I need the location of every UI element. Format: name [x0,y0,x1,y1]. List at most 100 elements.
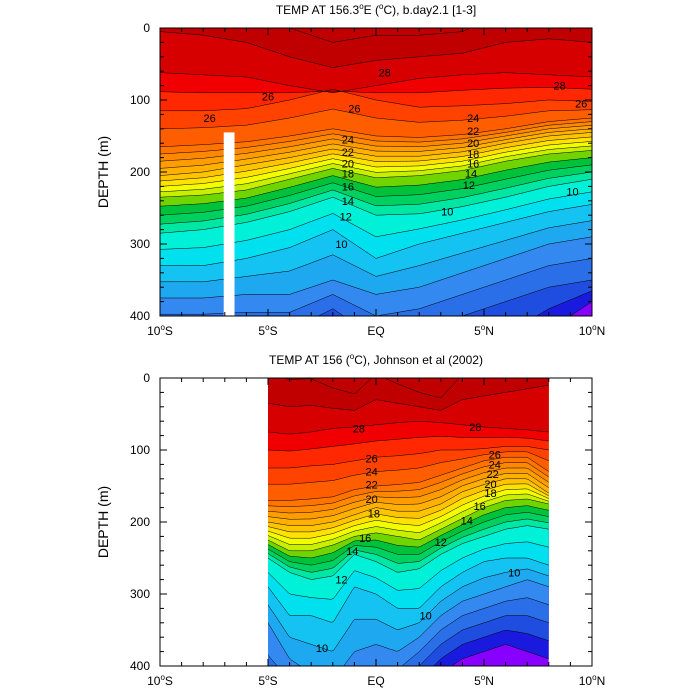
contour-line-13 [268,518,549,573]
contour-line-12 [268,525,549,580]
y-axis-label: DEPTH (m) [95,486,111,558]
contour-line-15 [268,505,549,559]
y-tick-label: 300 [130,587,150,601]
contour-label: 26 [366,454,378,466]
y-axis-label: DEPTH (m) [95,136,111,208]
contour-label: 18 [467,149,479,161]
contour-line-30 [282,378,460,399]
contour-label: 18 [342,168,354,180]
contour-label: 16 [342,181,354,193]
contour-label: 26 [348,104,360,116]
contour-label: 10 [335,239,347,251]
y-tick-label: 300 [130,237,150,251]
contour-line-27 [160,87,592,94]
contour-label: 12 [463,180,475,192]
contour-label: 18 [368,508,380,520]
contour-label: 28 [353,423,365,435]
contour-line-21 [268,473,549,520]
contour-line-16 [268,498,549,552]
contour-line-6 [317,279,592,316]
contour-line-22 [268,467,549,514]
contour-line-14 [268,512,549,566]
contour-label: 28 [553,81,565,93]
contour-label: 22 [342,147,354,159]
x-tick-label: 10oN [579,673,605,688]
contour-line-29 [268,384,549,411]
chart-title: TEMP AT 156 (oC), Johnson et al (2002) [269,352,483,367]
contour-label: 22 [366,480,378,492]
contour-label: 20 [484,479,496,491]
contour-line-18 [268,488,549,539]
contour-label: 12 [335,575,347,587]
contour-line-5 [433,629,549,666]
contour-label: 20 [467,138,479,150]
contour-line-4 [451,644,549,666]
panel-2: 28 28262422201816141214161820222426101210… [95,352,605,688]
contour-line-25 [268,451,549,485]
contour-line-19 [268,483,549,533]
contour-line-11 [268,541,549,600]
contour-label: 26 [489,449,501,461]
chart-title: TEMP AT 156.3oE (oC), b.day2.1 [1-3] [276,2,476,17]
contour-label: 14 [346,546,358,558]
x-tick-label: 10oS [147,323,173,338]
contour-label: 10 [316,643,328,655]
x-tick-label: 10oS [147,673,173,688]
contour-label: 28 [379,68,391,80]
contour-line-7 [268,597,549,666]
contour-label: 22 [487,469,499,481]
contour-label: 24 [342,135,354,147]
contour-label: 10 [508,567,520,579]
y-tick-label: 200 [130,165,150,179]
contour-label: 26 [262,91,274,103]
y-tick-label: 100 [130,443,150,457]
contour-label: 28 [469,422,481,434]
contour-line-27 [268,436,549,452]
contour-line-25 [160,108,592,130]
contour-label: 10 [566,186,578,198]
contour-label: 16 [474,501,486,513]
y-tick-label: 0 [143,371,150,385]
contour-label: 26 [204,113,216,125]
contour-label: 16 [359,533,371,545]
y-tick-label: 0 [143,21,150,35]
y-tick-label: 400 [130,309,150,323]
contour-label: 24 [366,467,378,479]
contour-line-8 [268,579,549,666]
contour-label: 24 [467,113,479,125]
contour-line-9 [268,568,549,652]
contour-label: 20 [366,494,378,506]
contour-label: 26 [575,99,587,111]
contour-label: 14 [461,516,473,528]
contour-label: 24 [489,459,501,471]
missing-data-mask [223,132,235,316]
contour-line-29 [160,31,592,68]
y-tick-label: 200 [130,515,150,529]
contour-label: 18 [484,488,496,500]
contour-line-30 [289,28,472,43]
y-tick-label: 400 [130,659,150,673]
band-29 [160,28,592,68]
contour-label: 14 [465,168,477,180]
contour-label: 20 [342,158,354,170]
x-tick-label: 5oS [258,673,277,688]
y-tick-label: 100 [130,93,150,107]
x-tick-label: 5oN [474,673,494,688]
x-tick-label: EQ [367,674,384,688]
contour-line-10 [268,557,549,623]
contour-line-26 [268,446,549,469]
contour-label: 12 [435,537,447,549]
contour-label: 10 [441,207,453,219]
contour-label: 12 [340,212,352,224]
contour-label: 14 [342,196,354,208]
x-tick-label: 10oN [579,323,605,338]
contour-label: 10 [420,611,432,623]
contour-label: 22 [467,126,479,138]
contour-line-20 [268,478,549,526]
contour-line-24 [268,456,549,501]
x-tick-label: 5oN [474,323,494,338]
band-30 [283,378,460,398]
contour-line-23 [268,462,549,507]
